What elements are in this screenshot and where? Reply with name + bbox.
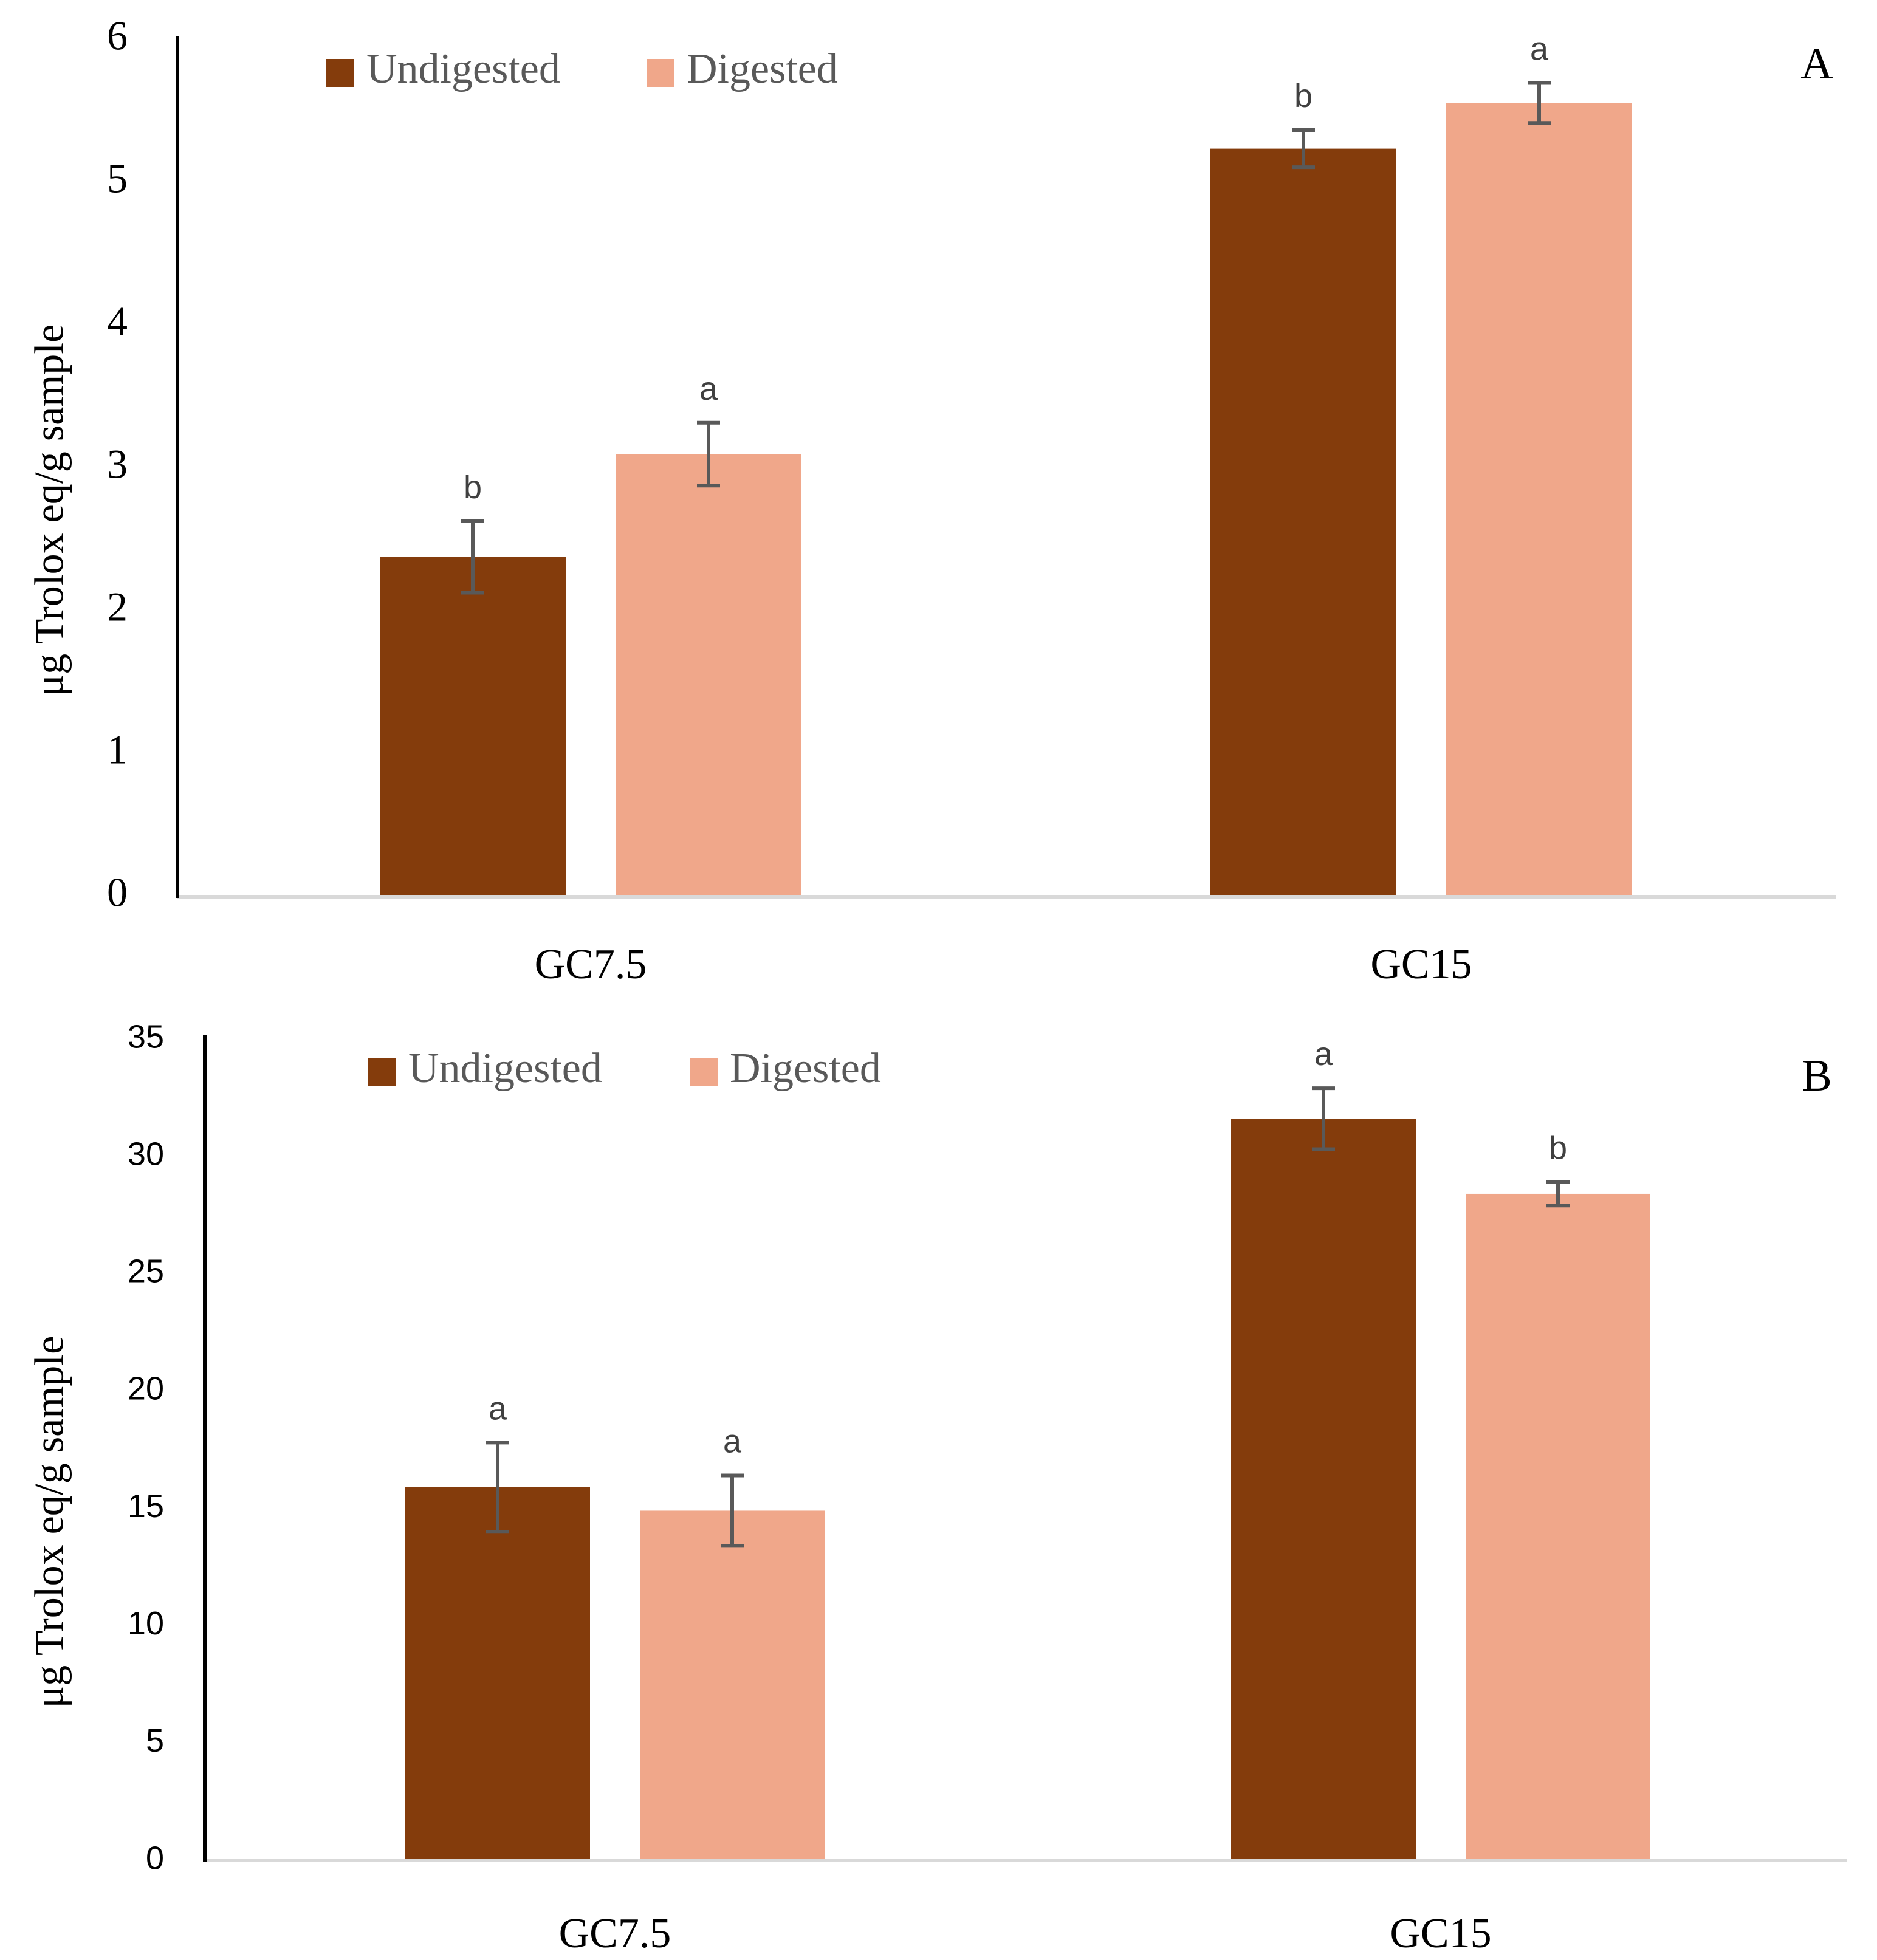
bar-undigested-gc15 [1231, 1119, 1416, 1860]
y-tick-label: 20 [128, 1371, 164, 1407]
bar-digested-gc15 [1446, 103, 1632, 897]
bar-undigested-gc7-5 [405, 1487, 590, 1860]
legend-swatch [690, 1058, 718, 1086]
y-tick-label: 15 [128, 1488, 164, 1524]
y-tick-label: 2 [107, 584, 128, 630]
legend-label: Digested [687, 46, 838, 92]
bar-digested-gc15 [1466, 1193, 1650, 1860]
panel-label: A [1800, 39, 1833, 89]
error-bar [1528, 81, 1551, 125]
bar-undigested-gc15 [1210, 148, 1396, 897]
error-bar [461, 519, 484, 595]
x-category-label: GC15 [1370, 941, 1472, 988]
y-tick-label: 6 [107, 13, 128, 59]
panel-a-chart: 0 1 2 3 4 5 6 μg Trolox eq/g sample b b a a GC7.5 GC1… [26, 13, 1836, 988]
y-tick-label: 0 [146, 1840, 164, 1876]
x-category-label: GC7.5 [535, 941, 647, 988]
y-tick-label: 25 [128, 1253, 164, 1290]
legend-item-undigested: Undigested [326, 46, 560, 92]
error-bar [697, 420, 720, 488]
bar-undigested-gc7-5 [380, 557, 566, 897]
y-axis-title: μg Trolox eq/g sample [26, 1336, 72, 1708]
error-bar [1546, 1180, 1570, 1208]
error-bar [1292, 128, 1315, 170]
panel-label: B [1802, 1051, 1831, 1101]
y-tick-label: 5 [107, 156, 128, 202]
legend-swatch [647, 59, 674, 87]
significance-letter: a [1530, 31, 1549, 67]
legend-item-undigested: Undigested [368, 1045, 602, 1092]
legend-label: Undigested [408, 1045, 602, 1092]
error-bar [721, 1473, 744, 1548]
panel-b-chart: 0 5 10 15 20 25 30 35 μg Trolox eq/g sample a a a b G… [26, 1018, 1847, 1957]
legend-item-digested: Digested [690, 1045, 881, 1092]
significance-letter: a [1314, 1036, 1333, 1072]
significance-letter: a [699, 371, 718, 407]
legend-swatch [326, 59, 354, 87]
x-category-label: GC7.5 [559, 1910, 671, 1957]
legend-label: Undigested [366, 46, 560, 92]
y-tick-label: 10 [128, 1605, 164, 1642]
y-tick-label: 1 [107, 727, 128, 773]
y-tick-label: 5 [146, 1722, 164, 1759]
significance-letter: b [1294, 78, 1313, 114]
y-tick-label: 4 [107, 298, 128, 344]
y-tick-label: 3 [107, 441, 128, 487]
bar-digested-gc7-5 [616, 454, 801, 897]
y-tick-label: 35 [128, 1018, 164, 1055]
legend-item-digested: Digested [647, 46, 838, 92]
significance-letter: a [489, 1390, 507, 1427]
y-axis-title: μg Trolox eq/g sample [26, 324, 72, 697]
error-bar [1312, 1086, 1335, 1151]
significance-letter: a [723, 1423, 742, 1459]
bar-digested-gc7-5 [640, 1510, 825, 1860]
error-bar [486, 1441, 509, 1534]
x-category-label: GC15 [1390, 1910, 1491, 1957]
y-tick-label: 30 [128, 1136, 164, 1172]
significance-letter: b [464, 469, 482, 505]
y-tick-label: 0 [107, 869, 128, 916]
legend-label: Digested [730, 1045, 881, 1092]
significance-letter: b [1549, 1130, 1567, 1167]
legend-swatch [368, 1058, 396, 1086]
